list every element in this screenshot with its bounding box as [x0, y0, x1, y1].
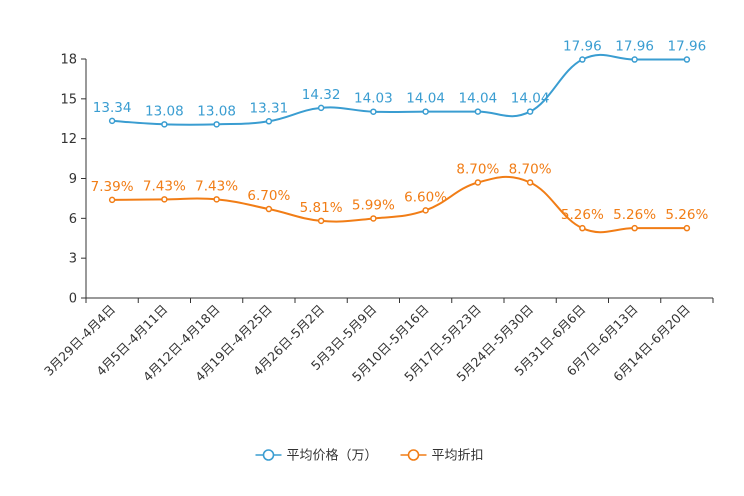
data-label: 13.34: [93, 100, 132, 116]
data-label: 5.99%: [352, 197, 395, 213]
data-label: 5.81%: [300, 200, 343, 216]
data-point: [683, 56, 691, 63]
legend-marker: [262, 449, 275, 461]
data-label: 6.70%: [247, 188, 290, 204]
data-label: 7.39%: [91, 179, 134, 195]
y-tick-label: 6: [69, 212, 77, 227]
data-point: [631, 224, 638, 232]
y-tick-label: 18: [60, 53, 77, 68]
data-point: [317, 104, 325, 112]
y-tick-label: 15: [60, 92, 77, 107]
data-label: 13.08: [197, 103, 236, 119]
data-point: [265, 205, 273, 213]
data-point: [683, 224, 691, 232]
data-point: [474, 179, 482, 186]
y-tick-label: 0: [69, 292, 77, 307]
data-label: 6.60%: [404, 189, 447, 205]
data-point: [213, 196, 220, 203]
data-label: 14.32: [302, 87, 341, 103]
data-point: [161, 121, 168, 128]
data-label: 5.26%: [613, 207, 656, 223]
series-2: 7.39% 7.43% 7.43% 6.70% 5.81% 5.99% 6.60% 8.70%…: [91, 161, 708, 234]
data-label: 17.96: [563, 39, 602, 55]
legend-item-1[interactable]: 平均价格（万）: [255, 448, 378, 464]
chart-legend[interactable]: 平均价格（万） 平均折扣: [255, 448, 484, 464]
data-label: 7.43%: [143, 178, 186, 194]
series-line: [112, 175, 687, 234]
data-label: 14.04: [406, 91, 445, 107]
series-line: [112, 53, 687, 126]
data-point: [108, 196, 116, 204]
data-label: 14.04: [459, 91, 498, 107]
data-label: 14.04: [511, 91, 550, 107]
series-layer: 13.34 13.08 13.08 13.31 14.32 14.03 14.04 14.04…: [91, 39, 708, 234]
data-label: 7.43%: [195, 178, 238, 194]
data-point: [579, 224, 586, 232]
data-label: 8.70%: [456, 161, 499, 177]
data-label: 13.31: [250, 100, 289, 116]
y-tick-label: 12: [60, 132, 77, 147]
data-point: [265, 118, 273, 125]
data-label: 5.26%: [561, 207, 604, 223]
legend-label: 平均价格（万）: [287, 448, 378, 464]
data-point: [370, 215, 377, 222]
data-point: [526, 108, 534, 115]
data-point: [474, 108, 482, 115]
data-point: [317, 217, 325, 225]
data-label: 17.96: [615, 39, 654, 55]
data-point: [579, 56, 586, 63]
data-label: 8.70%: [509, 161, 552, 177]
data-point: [422, 207, 429, 214]
data-point: [422, 108, 429, 115]
data-label: 13.08: [145, 103, 184, 119]
data-point: [631, 56, 638, 63]
data-label: 14.03: [354, 91, 393, 107]
y-tick-label: 3: [69, 252, 77, 267]
legend-item-2[interactable]: 平均折扣: [400, 449, 484, 464]
legend-label: 平均折扣: [432, 449, 484, 464]
data-label: 5.26%: [665, 207, 708, 223]
data-point: [370, 108, 377, 115]
legend-marker: [407, 449, 420, 461]
data-point: [161, 196, 168, 203]
series-1: 13.34 13.08 13.08 13.31 14.32 14.03 14.04 14.04…: [93, 39, 707, 128]
y-tick-label: 9: [69, 172, 77, 187]
data-point: [526, 179, 534, 186]
data-label: 17.96: [668, 39, 707, 55]
data-point: [213, 121, 220, 128]
data-point: [108, 117, 116, 125]
